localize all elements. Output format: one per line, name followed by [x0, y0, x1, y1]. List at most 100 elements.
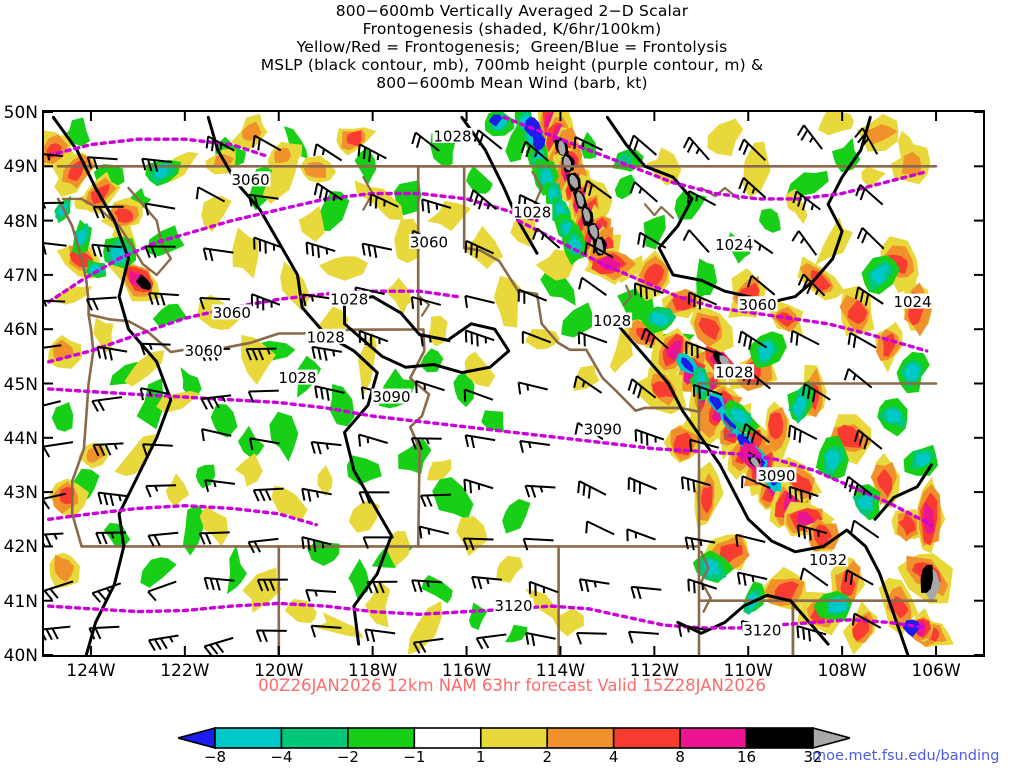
contour-label-bg	[592, 312, 633, 328]
wind-barb	[627, 476, 658, 495]
mslp-label-1028-f: 1028	[593, 312, 631, 330]
shading-blob	[858, 494, 874, 510]
border-line	[700, 550, 712, 613]
y-tick-44N: 44N	[3, 428, 38, 449]
contour-label-bg	[493, 597, 534, 613]
wind-barb	[686, 190, 717, 207]
mslp-contour	[873, 463, 933, 521]
wind-barb	[310, 440, 342, 455]
shading-blob	[794, 396, 806, 418]
wind-barb	[147, 531, 179, 547]
wind-barb	[148, 292, 179, 306]
x-tick-124W: 124W	[66, 661, 116, 681]
border-line	[416, 165, 701, 413]
wind-barb	[630, 585, 662, 600]
wind-barb	[796, 524, 828, 541]
contour-label-bg	[892, 293, 933, 309]
shading-blob	[489, 114, 503, 127]
wind-barb	[97, 491, 129, 506]
wind-barb	[735, 533, 766, 547]
shading-blob	[466, 166, 493, 194]
height-contour	[47, 289, 459, 364]
y-tick-48N: 48N	[3, 211, 38, 232]
wind-barb	[464, 329, 495, 347]
hgt-label-3090-c: 3090	[757, 467, 795, 485]
wind-barb	[247, 537, 279, 554]
mslp-contour	[343, 295, 511, 375]
hgt-label-3060-e: 3060	[739, 296, 777, 314]
wind-barb	[799, 567, 829, 587]
frontogenesis-map: 1028 1028 1028 1028 1028 1028 1028 1024 1024 1032…	[44, 112, 983, 655]
shading-blob	[863, 124, 898, 145]
wind-barb	[741, 423, 770, 444]
wind-barb	[305, 589, 337, 602]
wind-barb	[410, 295, 442, 309]
wind-barb	[521, 330, 552, 344]
shading-blob	[614, 174, 635, 200]
wind-barb	[790, 329, 820, 346]
map-plot-area[interactable]: 1028 1028 1028 1028 1028 1028 1028 1024 1024 1032…	[42, 110, 985, 657]
shading-blob	[665, 339, 682, 361]
border-line	[155, 257, 172, 277]
shading-blob	[576, 191, 584, 207]
wind-barb	[358, 491, 390, 504]
wind-barb	[844, 569, 874, 586]
shading-blob	[51, 402, 74, 432]
wind-barb	[95, 531, 127, 545]
contour-label-bg	[432, 127, 473, 143]
height-contour	[47, 387, 934, 527]
mslp-label-1028-e: 1028	[278, 369, 316, 387]
wind-barb	[801, 383, 831, 403]
wind-barb	[738, 176, 767, 199]
wind-barb	[578, 276, 607, 296]
shading-blob	[502, 498, 531, 534]
shading-blob	[241, 334, 276, 385]
source-watermark: moe.met.fsu.edu/banding	[812, 748, 1000, 764]
shading-blob	[210, 403, 238, 438]
shading-blob	[387, 531, 410, 567]
wind-barb	[195, 186, 226, 203]
shading-blob	[758, 208, 781, 233]
shading-blob	[650, 312, 669, 325]
shading-blob	[643, 263, 665, 286]
mslp-contour	[51, 115, 173, 655]
shading-blob	[672, 295, 693, 311]
height-contour	[516, 218, 929, 353]
shading-blob	[394, 218, 423, 263]
shading-blob	[599, 255, 623, 271]
contour-label-bg	[329, 290, 370, 306]
colorbar-tick--4: −4	[270, 748, 293, 766]
border-line	[155, 219, 163, 244]
shading-blob	[426, 459, 452, 481]
colorbar-segment	[546, 727, 615, 749]
title-line-5: 800−600mb Mean Wind (barb, kt)	[376, 74, 648, 92]
wind-barb	[633, 282, 664, 300]
wind-barb	[248, 437, 280, 451]
hgt-label-3060-a: 3060	[231, 171, 269, 189]
shading-blob	[674, 191, 707, 220]
wind-barb	[854, 286, 884, 306]
colorbar-tick--2: −2	[336, 748, 359, 766]
title-line-3: Yellow/Red = Frontogenesis; Green/Blue =…	[296, 38, 728, 56]
shading-blob	[707, 118, 744, 157]
hgt-label-3120-a: 3120	[494, 597, 532, 615]
contour-label-bg	[808, 551, 849, 567]
shading-blob	[227, 545, 247, 595]
shading-blob	[616, 152, 633, 168]
wind-barb	[250, 293, 281, 311]
wind-barb	[528, 580, 559, 596]
wind-barb	[787, 424, 818, 443]
border-line	[70, 313, 95, 548]
wind-barb	[462, 537, 494, 551]
wind-barb	[628, 134, 658, 156]
wind-barb	[141, 157, 173, 172]
contour-label-bg	[277, 369, 318, 385]
wind-barb	[147, 580, 177, 602]
border-line	[408, 328, 431, 548]
contour-label-bg	[512, 203, 553, 219]
border-line	[127, 186, 144, 206]
shading-blob	[354, 180, 404, 220]
shading-blob	[385, 277, 413, 316]
wind-barb	[201, 428, 232, 442]
